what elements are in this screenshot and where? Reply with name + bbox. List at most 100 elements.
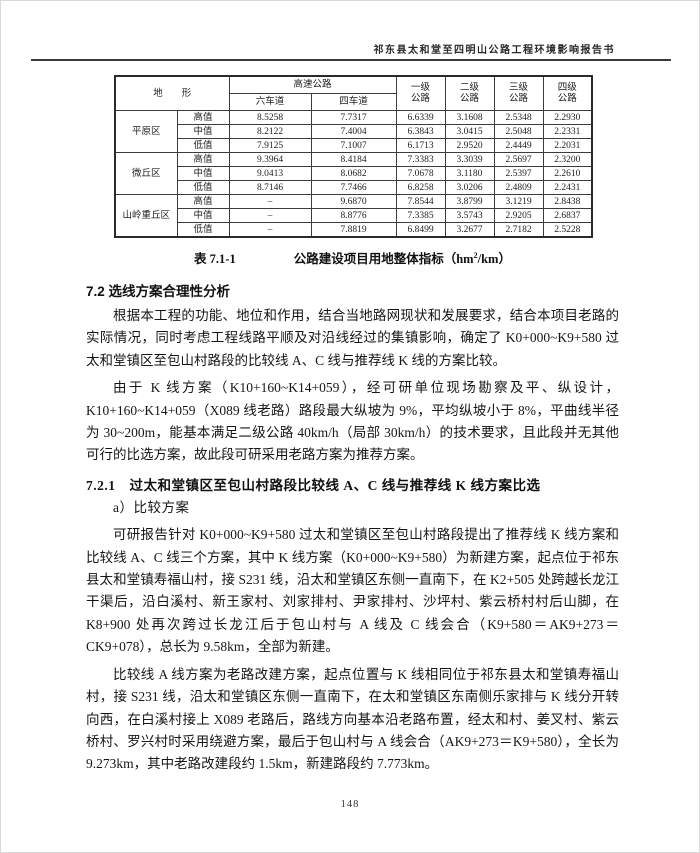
value-cell: 2.5397: [493, 166, 544, 181]
terrain-cell-plain: 平原区: [114, 110, 178, 153]
value-cell: 2.4449: [493, 138, 544, 153]
value-cell: 7.8544: [395, 194, 446, 209]
value-cell: 6.3843: [395, 124, 446, 139]
level-cell: 高值: [176, 152, 230, 167]
value-cell: 7.1007: [310, 138, 397, 153]
value-cell: 2.6837: [542, 208, 593, 223]
col-header-grade4: 四级 公路: [542, 75, 593, 111]
level-cell: 低值: [176, 138, 230, 153]
value-cell: 2.5228: [542, 222, 593, 238]
table-row: 低值 7.9125 7.1007 6.1713 2.9520 2.4449 2.…: [115, 138, 593, 153]
table-row: 山岭重丘区 高值 – 9.6870 7.8544 3.8799 3.1219 2…: [114, 194, 593, 238]
table-row: 中值 8.2122 7.4004 6.3843 3.0415 2.5048 2.…: [115, 124, 593, 139]
value-cell: 3.3039: [444, 152, 495, 167]
level-cell: 高值: [176, 110, 230, 125]
value-cell: 2.4809: [493, 180, 544, 195]
value-cell: 9.0413: [228, 166, 312, 181]
col-header-grade2-line2: 公路: [460, 93, 480, 104]
value-cell: 2.2930: [542, 110, 593, 125]
value-cell: 2.2610: [542, 166, 593, 181]
table-caption-label: 表 7.1-1: [194, 252, 236, 266]
col-header-six-lane: 六车道: [228, 93, 312, 111]
section-7-2-1-heading: 7.2.1 过太和堂镇区至包山村路段比较线 A、C 线与推荐线 K 线方案比选: [86, 477, 541, 493]
value-cell: –: [228, 194, 312, 209]
value-cell: 2.2431: [542, 180, 593, 195]
value-cell: 7.4004: [310, 124, 397, 139]
value-cell: 9.3964: [228, 152, 312, 167]
header-rule: [31, 59, 671, 61]
table-caption-unit-sup: 2: [473, 250, 478, 260]
col-header-grade3-line1: 三级: [509, 82, 529, 93]
table-caption: 表 7.1-1 公路建设项目用地整体指标（hm2/km）: [86, 248, 619, 267]
value-cell: 9.6870: [310, 194, 397, 209]
value-cell: 6.1713: [395, 138, 446, 153]
level-cell: 中值: [176, 166, 230, 181]
value-cell: 3.1608: [444, 110, 495, 125]
paragraph-1: 根据本工程的功能、地位和作用，结合当地路网现状和发展要求，结合本项目老路的实际情…: [86, 308, 619, 368]
value-cell: 8.4184: [310, 152, 397, 167]
value-cell: 2.3200: [542, 152, 593, 167]
col-header-grade4-line1: 四级: [557, 82, 577, 93]
col-header-grade2: 二级 公路: [444, 75, 495, 111]
value-cell: 2.7182: [493, 222, 544, 238]
col-header-grade3-line2: 公路: [509, 93, 529, 104]
value-cell: 3.0206: [444, 180, 495, 195]
value-cell: 2.9520: [444, 138, 495, 153]
value-cell: 3.5743: [444, 208, 495, 223]
value-cell: 2.2031: [542, 138, 593, 153]
value-cell: 2.9205: [493, 208, 544, 223]
value-cell: 7.7466: [310, 180, 397, 195]
value-cell: 7.0678: [395, 166, 446, 181]
value-cell: 7.8819: [310, 222, 397, 238]
value-cell: 8.8776: [310, 208, 397, 223]
page-header-title: 祁东县太和堂至四明山公路工程环境影响报告书: [373, 45, 615, 56]
col-header-grade1-line1: 一级: [411, 82, 431, 93]
terrain-cell-hill: 微丘区: [114, 152, 178, 195]
value-cell: 3.2677: [444, 222, 495, 238]
paragraph-4: 比较线 A 线方案为老路改建方案，起点位置与 K 线相同位于祁东县太和堂镇寿福山…: [86, 666, 619, 772]
table-row: 微丘区 高值 9.3964 8.4184 7.3383 3.3039 2.569…: [114, 152, 593, 195]
col-header-grade2-line1: 二级: [460, 82, 480, 93]
level-cell: 高值: [176, 194, 230, 209]
level-cell: 中值: [176, 208, 230, 223]
value-cell: 2.5697: [493, 152, 544, 167]
value-cell: 6.8258: [395, 180, 446, 195]
section-7-2-heading: 7.2 选线方案合理性分析: [86, 284, 231, 299]
table-caption-title-text: 公路建设项目用地整体指标: [293, 252, 444, 266]
col-header-terrain: 地 形: [114, 75, 230, 111]
value-cell: 2.2331: [542, 124, 593, 139]
col-header-grade3: 三级 公路: [493, 75, 544, 111]
table-row: 低值 8.7146 7.7466 6.8258 3.0206 2.4809 2.…: [115, 180, 593, 195]
page-number: 148: [340, 799, 360, 810]
value-cell: 6.8499: [395, 222, 446, 238]
level-cell: 低值: [176, 180, 230, 195]
table-row: 中值 – 8.8776 7.3385 3.5743 2.9205 2.6837: [115, 208, 593, 223]
table-caption-unit-prefix: （hm: [443, 252, 474, 266]
col-header-grade4-line2: 公路: [557, 93, 577, 104]
value-cell: –: [228, 222, 312, 238]
value-cell: 8.5258: [228, 110, 312, 125]
page-content: 地 形 高速公路 一级 公路 二级 公路 三级 公路 四: [86, 75, 619, 781]
table-subheader-row: 六车道 四车道: [115, 93, 592, 111]
paragraph-2: 由于 K 线方案（K10+160~K14+059），经可研单位现场勘察及平、纵设…: [86, 380, 619, 463]
table-caption-title: 公路建设项目用地整体指标（hm2/km）: [294, 248, 511, 267]
value-cell: 2.5048: [493, 124, 544, 139]
value-cell: 7.7317: [310, 110, 397, 125]
col-header-grade1: 一级 公路: [395, 75, 446, 111]
col-header-expressway: 高速公路: [228, 75, 397, 94]
value-cell: –: [228, 208, 312, 223]
value-cell: 3.1219: [493, 194, 544, 209]
item-a-label: a）比较方案: [113, 499, 190, 515]
table-caption-unit-suffix: /km）: [477, 252, 511, 266]
level-cell: 低值: [176, 222, 230, 238]
value-cell: 2.8438: [542, 194, 593, 209]
value-cell: 7.3383: [395, 152, 446, 167]
level-cell: 中值: [176, 124, 230, 139]
col-header-four-lane: 四车道: [310, 93, 397, 111]
value-cell: 6.6339: [395, 110, 446, 125]
value-cell: 7.3385: [395, 208, 446, 223]
paragraph-3: 可研报告针对 K0+000~K9+580 过太和堂镇区至包山村路段提出了推荐线 …: [86, 527, 619, 655]
col-header-grade1-line2: 公路: [411, 93, 431, 104]
terrain-cell-mountain: 山岭重丘区: [114, 194, 178, 238]
value-cell: 3.1180: [444, 166, 495, 181]
